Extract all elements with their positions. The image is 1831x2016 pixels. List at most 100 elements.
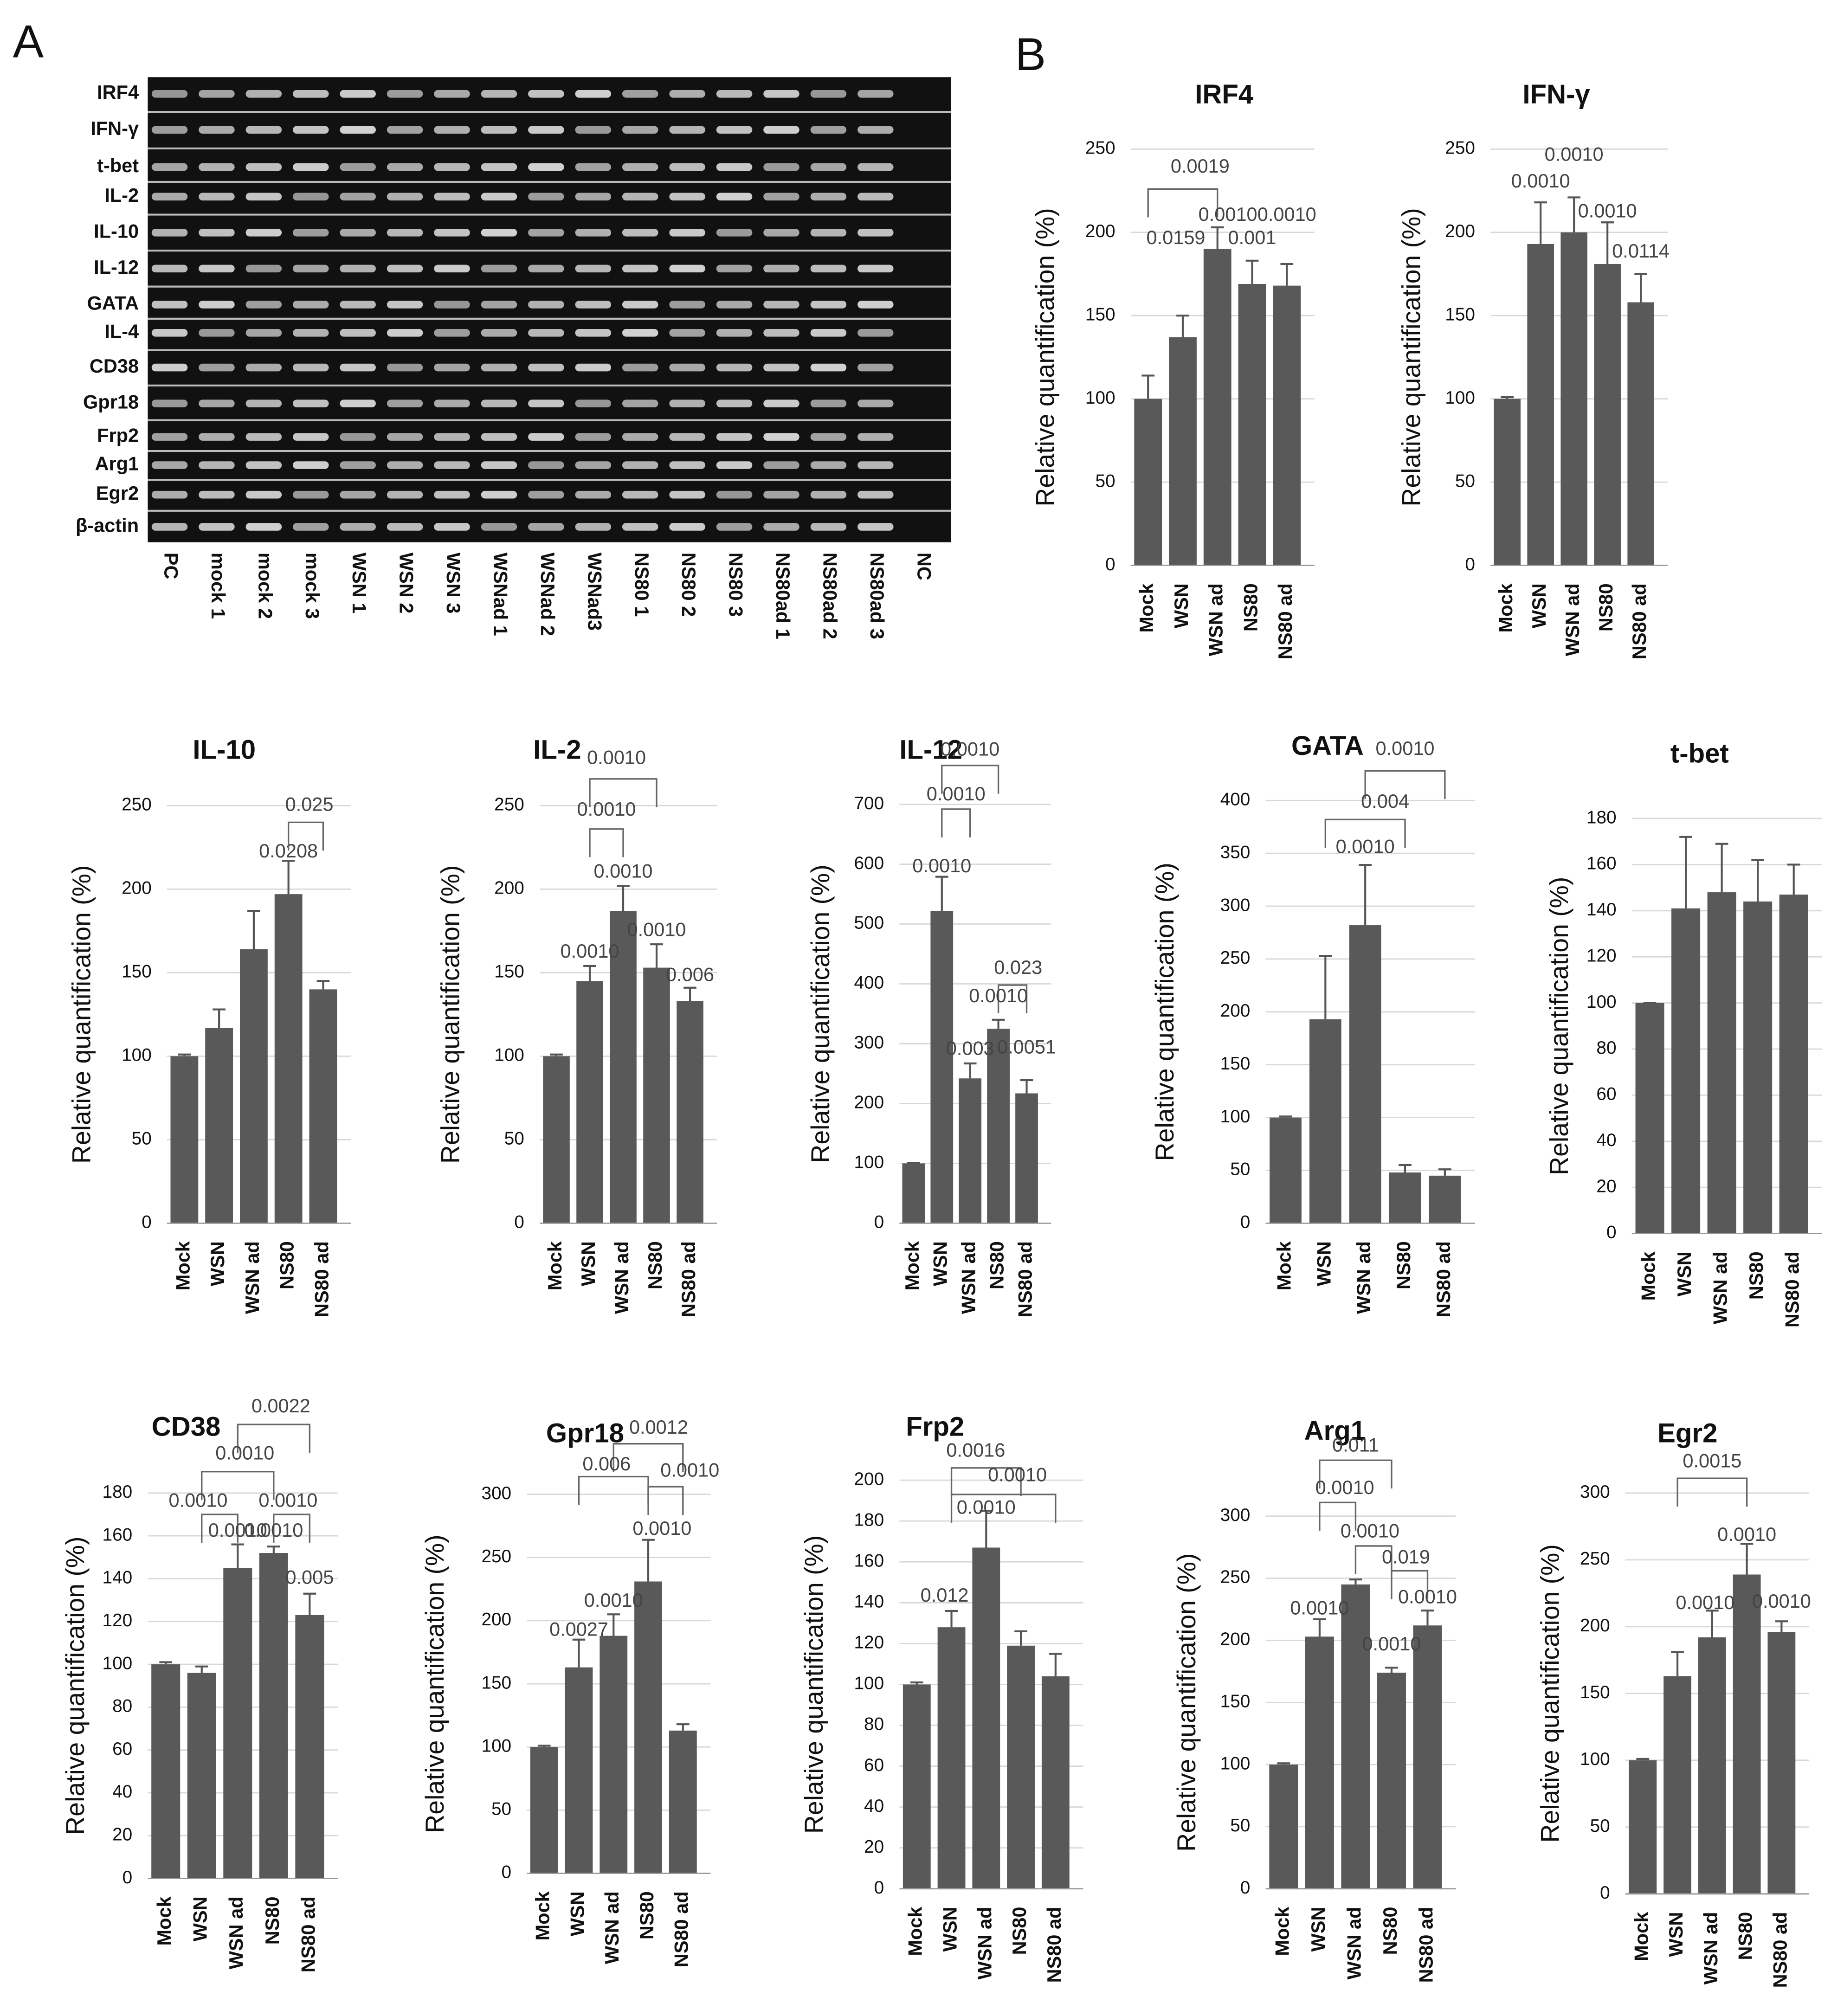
gel-band — [151, 399, 188, 407]
gel-band — [340, 461, 376, 469]
error-bar — [303, 1592, 316, 1615]
bar — [1627, 302, 1654, 566]
y-tick-label: 80 — [864, 1714, 884, 1734]
x-tick-label: Mock — [1495, 583, 1516, 632]
gel-band — [622, 329, 658, 337]
gel-band — [340, 163, 376, 171]
y-tick-label: 0 — [1240, 1878, 1251, 1898]
error-bar — [213, 1008, 226, 1028]
gel-band — [716, 363, 753, 372]
gel-band — [622, 433, 658, 441]
error-bar — [1740, 1543, 1754, 1575]
error-bar — [1501, 396, 1514, 399]
bar — [903, 1684, 931, 1889]
gel-band — [622, 363, 658, 372]
bar — [187, 1673, 216, 1879]
gel-band — [387, 229, 423, 237]
gel-band — [340, 329, 376, 337]
gel-band — [528, 399, 564, 407]
chart-title: CD38 — [152, 1412, 221, 1442]
y-tick-label: 50 — [1230, 1159, 1250, 1179]
gel-band — [669, 229, 705, 237]
gel-band — [481, 329, 517, 337]
p-value: 0.0010 — [1341, 1520, 1399, 1541]
y-tick-label: 250 — [1220, 1567, 1251, 1587]
gel-row-label: IL-4 — [104, 320, 139, 342]
gel-band — [340, 363, 376, 372]
x-tick-label: Mock — [544, 1241, 566, 1290]
x-tick-label: NS80 — [1595, 583, 1617, 631]
y-tick-label: 60 — [112, 1739, 132, 1759]
bar — [295, 1615, 324, 1879]
gel-lane-label: NC — [913, 553, 935, 580]
y-tick-label: 300 — [481, 1483, 511, 1503]
y-tick-label: 250 — [1580, 1549, 1610, 1569]
gel-band — [481, 301, 517, 309]
gel-band — [340, 126, 376, 134]
x-tick-label: Mock — [1273, 1241, 1295, 1290]
error-bar — [537, 1745, 551, 1747]
gel-band — [151, 490, 188, 499]
y-tick-label: 400 — [854, 973, 884, 993]
gel-lane-label: NS80ad 2 — [819, 553, 841, 639]
y-tick-label: 0 — [502, 1862, 512, 1882]
gel-band — [293, 490, 329, 499]
gel-band — [716, 264, 753, 273]
gel-band — [528, 163, 564, 171]
bar — [1560, 232, 1587, 566]
x-tick-label: NS80 — [1745, 1251, 1767, 1300]
gel-band — [151, 329, 188, 337]
error-bar — [1634, 273, 1648, 303]
gel-band — [575, 229, 612, 237]
gel-band — [528, 90, 564, 98]
gel-band — [481, 523, 517, 531]
x-tick-label: NS80 ad — [297, 1896, 319, 1972]
y-tick-label: 50 — [491, 1799, 511, 1819]
x-tick-label: WSN ad — [1353, 1241, 1374, 1314]
gel-row-label: IL-10 — [94, 220, 139, 242]
x-tick-label: NS80 ad — [671, 1891, 692, 1967]
gel-band — [151, 301, 188, 309]
bar — [902, 1163, 925, 1224]
gel-band — [716, 193, 753, 201]
error-bar — [1751, 859, 1765, 902]
error-bar — [617, 885, 630, 911]
gel-band — [387, 126, 423, 134]
x-tick-label: WSN — [206, 1241, 228, 1286]
p-value: 0.0010 — [660, 1459, 719, 1481]
bar — [1007, 1645, 1035, 1889]
x-tick-label: WSN — [1665, 1912, 1687, 1957]
y-tick-label: 250 — [1220, 948, 1251, 968]
gel-band — [763, 264, 799, 273]
y-axis-label: Relative quantification (%) — [67, 865, 96, 1164]
panel-label: B — [1015, 29, 1046, 80]
p-value: 0.0010 — [1717, 1523, 1776, 1545]
bar — [1707, 892, 1736, 1234]
p-value: 0.0010 — [1511, 170, 1570, 192]
y-tick-label: 0 — [1600, 1883, 1610, 1903]
x-tick-label: WSN — [189, 1896, 211, 1941]
chart-title: Frp2 — [906, 1412, 964, 1442]
error-bar — [1421, 1610, 1434, 1626]
x-tick-label: Mock — [1271, 1907, 1293, 1956]
gel-band — [151, 193, 188, 201]
gel-band — [575, 126, 612, 134]
gel-band — [810, 490, 847, 499]
gel-band — [434, 329, 470, 337]
gel-band — [340, 301, 376, 309]
bracket — [1324, 818, 1406, 848]
gel-band — [669, 329, 705, 337]
y-tick-label: 40 — [112, 1782, 132, 1802]
gel-band — [669, 264, 705, 273]
gel-band — [293, 193, 329, 201]
gel-band — [340, 490, 376, 499]
gel-row-label: CD38 — [90, 355, 139, 377]
y-tick-label: 50 — [1095, 471, 1115, 491]
gel-band — [245, 229, 282, 237]
y-tick-label: 0 — [142, 1212, 152, 1232]
gel-band — [293, 163, 329, 171]
y-tick-label: 150 — [494, 962, 524, 982]
bar — [1389, 1172, 1421, 1224]
bar — [1377, 1672, 1406, 1889]
gel-band — [293, 126, 329, 134]
